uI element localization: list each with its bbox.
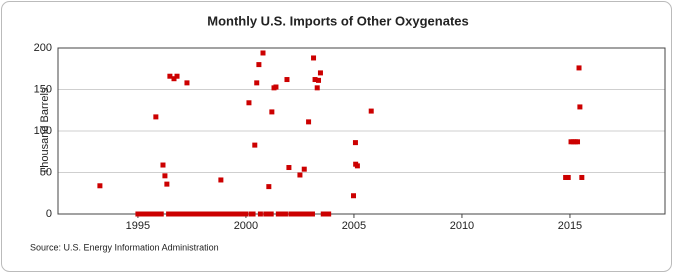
point — [151, 211, 157, 217]
point — [166, 211, 172, 217]
point — [153, 114, 159, 120]
point — [314, 85, 320, 91]
point — [301, 211, 307, 217]
point — [171, 76, 177, 82]
point — [97, 183, 103, 189]
point — [352, 140, 358, 146]
chart-title: Monthly U.S. Imports of Other Oxygenates — [207, 13, 468, 28]
point — [301, 166, 307, 172]
chart-frame — [1, 1, 672, 272]
x-tick-label: 2005 — [342, 220, 366, 232]
point — [265, 211, 271, 217]
point — [304, 211, 310, 217]
point — [576, 65, 582, 71]
point — [184, 80, 190, 86]
point — [169, 211, 175, 217]
point — [266, 184, 272, 190]
point — [312, 77, 318, 83]
y-tick-label: 50 — [40, 166, 52, 178]
source-note: Source: U.S. Energy Information Administ… — [30, 242, 219, 252]
x-tick-label: 2010 — [450, 220, 474, 232]
point — [268, 211, 274, 217]
point — [273, 84, 279, 90]
point — [254, 80, 260, 86]
point — [218, 177, 224, 183]
point — [269, 109, 275, 115]
y-tick-label: 150 — [34, 83, 52, 95]
point — [246, 100, 252, 106]
point — [284, 77, 290, 83]
point — [326, 211, 332, 217]
point — [250, 211, 256, 217]
point — [351, 193, 357, 199]
point — [563, 174, 569, 180]
point — [297, 172, 303, 178]
point — [257, 211, 263, 217]
point — [256, 62, 262, 68]
point — [577, 104, 583, 110]
point — [164, 181, 170, 187]
point — [282, 211, 288, 217]
point — [368, 108, 374, 114]
point — [306, 119, 312, 125]
point — [167, 73, 173, 79]
point — [260, 50, 266, 56]
plot-frame — [57, 47, 666, 215]
y-axis-label: Thousand Barrels — [39, 87, 51, 174]
y-tick-label: 0 — [46, 208, 52, 220]
point — [316, 77, 322, 83]
point — [160, 162, 166, 168]
point — [162, 173, 168, 179]
point — [286, 165, 292, 171]
point — [309, 211, 315, 217]
point — [317, 70, 323, 76]
y-tick-label: 200 — [34, 42, 52, 54]
point — [354, 163, 360, 169]
point — [252, 142, 258, 148]
x-tick-label: 2015 — [558, 220, 582, 232]
x-tick-label: 1995 — [126, 220, 150, 232]
point — [295, 211, 301, 217]
point — [575, 139, 581, 145]
point — [158, 211, 164, 217]
y-tick-label: 100 — [34, 125, 52, 137]
x-tick-label: 2000 — [234, 220, 258, 232]
point — [173, 211, 179, 217]
point — [174, 73, 180, 79]
point — [565, 174, 571, 180]
point — [579, 174, 585, 180]
point — [216, 211, 222, 217]
point — [243, 211, 249, 217]
point — [311, 55, 317, 61]
